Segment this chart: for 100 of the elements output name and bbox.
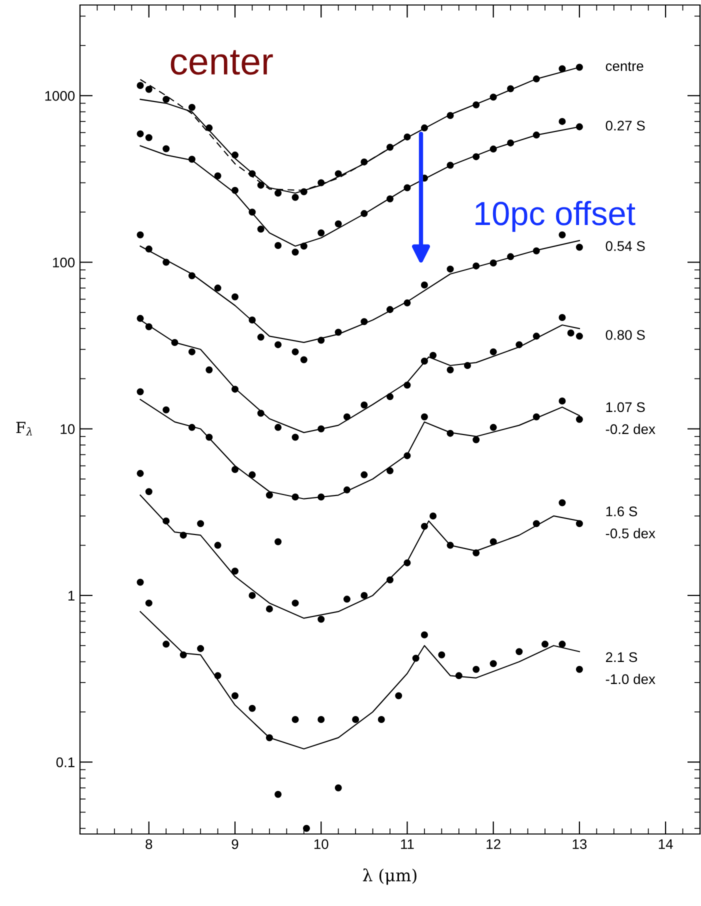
point [532, 247, 540, 254]
point [188, 156, 196, 163]
point [404, 184, 411, 192]
x-axis-title: λ (μm) [362, 868, 416, 885]
y-tick-label: 10 [60, 424, 75, 434]
point [300, 188, 308, 196]
point [302, 824, 310, 832]
y-axis-title: F$_{λ}$ [16, 422, 32, 436]
point [232, 186, 238, 194]
point [274, 790, 282, 798]
point [532, 413, 540, 420]
point [507, 85, 514, 92]
point [430, 352, 437, 359]
point [343, 486, 350, 494]
point [420, 358, 428, 365]
point [360, 471, 368, 478]
point [300, 242, 308, 250]
point [386, 576, 394, 584]
point [472, 436, 480, 444]
point [214, 172, 222, 180]
point [334, 328, 342, 336]
point [162, 96, 170, 103]
point [386, 467, 394, 474]
point [274, 424, 282, 431]
point [516, 648, 523, 656]
point [542, 640, 548, 648]
point [472, 262, 480, 270]
point [171, 338, 178, 346]
x-tick-label: 9 [232, 839, 238, 850]
point [145, 86, 152, 93]
point [257, 182, 264, 189]
point [145, 246, 152, 253]
series-label: centre [606, 62, 644, 72]
point [206, 124, 213, 132]
point [404, 452, 411, 460]
point [576, 416, 583, 423]
point [490, 538, 497, 546]
point [576, 520, 583, 528]
point [576, 123, 583, 130]
point [404, 382, 411, 389]
point [266, 734, 273, 742]
point [206, 366, 213, 374]
point [180, 532, 187, 539]
point [214, 542, 222, 549]
line-series [140, 240, 580, 344]
point [360, 592, 368, 599]
point [438, 651, 446, 658]
point [576, 666, 583, 673]
point [318, 336, 325, 344]
point [300, 356, 308, 364]
y-tick-label: 100 [53, 258, 75, 268]
point [446, 366, 454, 374]
point [576, 244, 583, 251]
point [420, 413, 428, 420]
point [292, 194, 299, 201]
point [318, 616, 325, 623]
point [360, 402, 368, 409]
point [490, 146, 497, 153]
point [558, 397, 566, 404]
point [507, 139, 514, 146]
point [490, 660, 497, 668]
point [386, 195, 394, 202]
point [558, 640, 566, 648]
point [420, 124, 428, 132]
point [292, 434, 299, 441]
point [576, 332, 583, 340]
point [248, 170, 256, 178]
point [188, 104, 196, 111]
point [404, 299, 411, 306]
series-label: 0.80 S [606, 330, 645, 340]
point [318, 493, 325, 500]
point [188, 348, 196, 356]
point [232, 293, 238, 300]
point [472, 101, 480, 108]
point [318, 179, 325, 186]
point [318, 425, 325, 432]
point [180, 651, 187, 658]
point [136, 130, 144, 138]
y-tick-label: 1 [68, 590, 74, 600]
point [446, 162, 454, 169]
x-tick-label: 14 [658, 839, 673, 849]
point [232, 466, 238, 474]
point [532, 520, 540, 528]
point [145, 488, 152, 496]
point [162, 517, 170, 524]
point [292, 600, 299, 607]
point [188, 424, 196, 431]
point [232, 386, 238, 393]
point [490, 94, 497, 101]
point [446, 112, 454, 119]
point [360, 318, 368, 326]
point [558, 499, 566, 506]
point [162, 145, 170, 152]
point [232, 692, 238, 700]
point [334, 170, 342, 178]
point [455, 672, 462, 680]
point [472, 549, 480, 556]
point [378, 716, 385, 724]
y-tick-label: 1000 [45, 90, 75, 101]
line-series [140, 611, 580, 750]
